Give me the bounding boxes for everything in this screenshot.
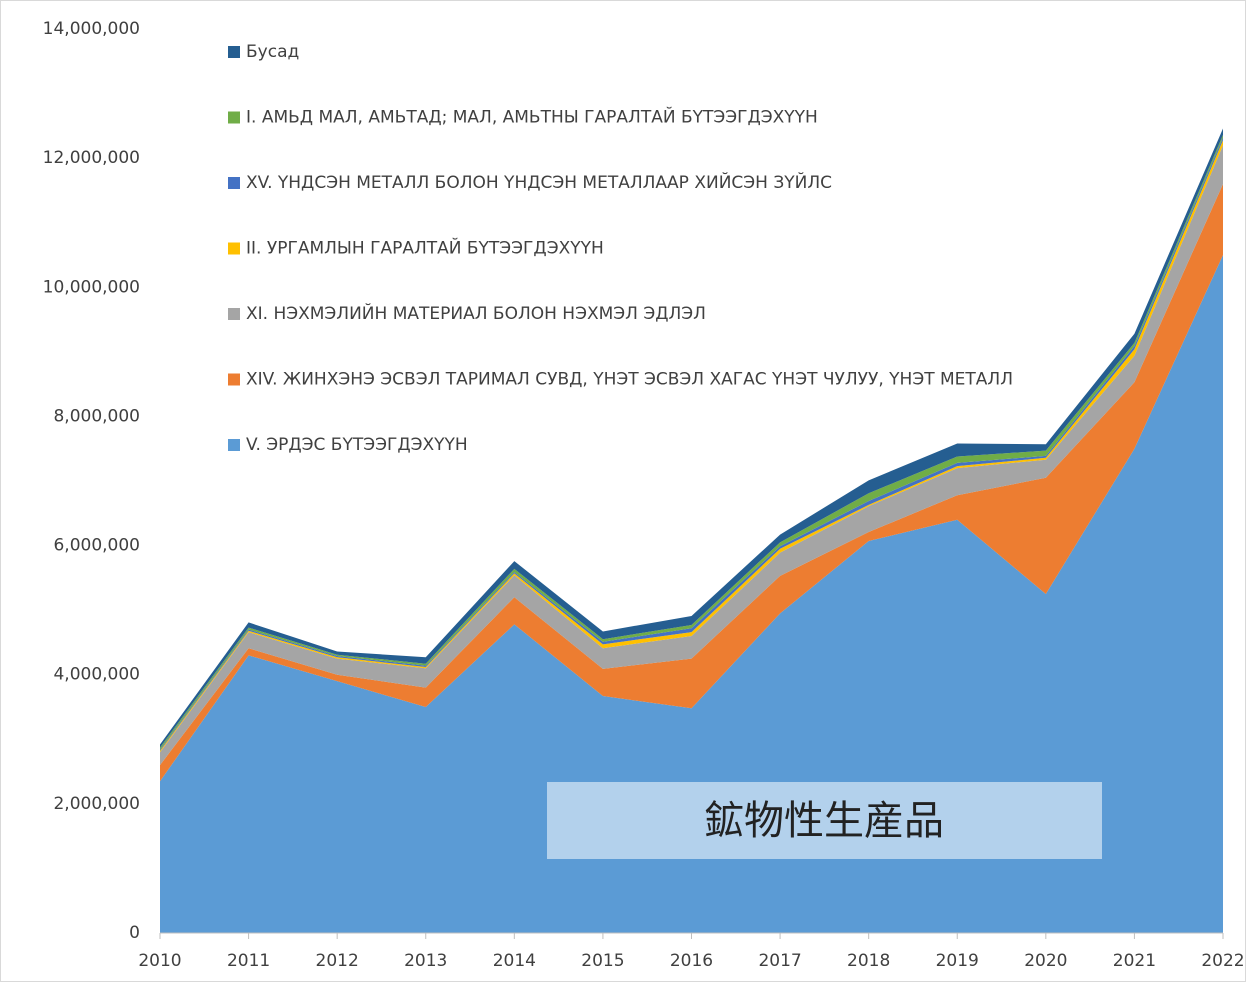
y-tick-label: 4,000,000 [53, 665, 140, 685]
y-tick-label: 6,000,000 [53, 536, 140, 556]
y-tick-label: 12,000,000 [43, 148, 140, 168]
legend-swatch [228, 373, 240, 386]
y-tick-label: 10,000,000 [43, 277, 140, 297]
area [160, 183, 1223, 782]
overlay: 0 2,000,000 4,000,000 6,000,000 8,000,000 10,… [43, 19, 1245, 971]
legend-swatch [228, 111, 240, 124]
legend-label: XIV. ЖИНХЭНЭ ЭСВЭЛ ТАРИМАЛ СУВД, ҮНЭТ ЭС… [246, 370, 1013, 390]
annotation-box [547, 782, 1102, 859]
legend-swatch [228, 177, 240, 189]
plot-area [160, 128, 1223, 933]
x-tick-label: 2015 [581, 951, 624, 971]
annotation: 鉱物性生産品 [704, 798, 944, 844]
area [160, 145, 1223, 766]
legend-label: Бусад [246, 42, 299, 62]
legend-label: I. АМЬД МАЛ, АМЬТАД; МАЛ, АМЬТНЫ ГАРАЛТА… [246, 106, 818, 128]
x-tick-label: 2016 [670, 951, 713, 971]
area [160, 134, 1223, 750]
y-tick-label: 8,000,000 [53, 406, 140, 426]
x-tick-label: 2022 [1201, 951, 1244, 971]
x-tick-label: 2011 [227, 951, 270, 971]
legend-label: XI. НЭХМЭЛИЙН МАТЕРИАЛ БОЛОН НЭХМЭЛ ЭДЛЭ… [246, 302, 706, 324]
x-tick-label: 2019 [936, 951, 979, 971]
x-tick-label: 2018 [847, 951, 890, 971]
legend-swatch [228, 439, 240, 451]
y-tick-label: 0 [129, 923, 140, 943]
x-tick-label: 2012 [316, 951, 359, 971]
x-tick-label: 2021 [1113, 951, 1156, 971]
y-tick-label: 2,000,000 [53, 794, 140, 814]
legend-label: V. ЭРДЭС БҮТЭЭГДЭХҮҮН [246, 435, 468, 455]
legend-label: II. УРГАМЛЫН ГАРАЛТАЙ БҮТЭЭГДЭХҮҮН [246, 237, 604, 259]
area [160, 255, 1223, 933]
x-tick-label: 2010 [138, 951, 181, 971]
area [160, 128, 1223, 748]
legend-swatch [228, 242, 240, 255]
x-tick-label: 2017 [758, 951, 801, 971]
x-tick-label: 2020 [1024, 951, 1067, 971]
legend-label: XV. ҮНДСЭН МЕТАЛЛ БОЛОН ҮНДСЭН МЕТАЛЛААР… [246, 171, 832, 193]
x-tick-label: 2013 [404, 951, 447, 971]
legend-swatch [228, 308, 240, 320]
x-tick-label: 2014 [493, 951, 536, 971]
y-tick-label: 14,000,000 [43, 19, 140, 39]
legend-swatch [228, 46, 240, 58]
